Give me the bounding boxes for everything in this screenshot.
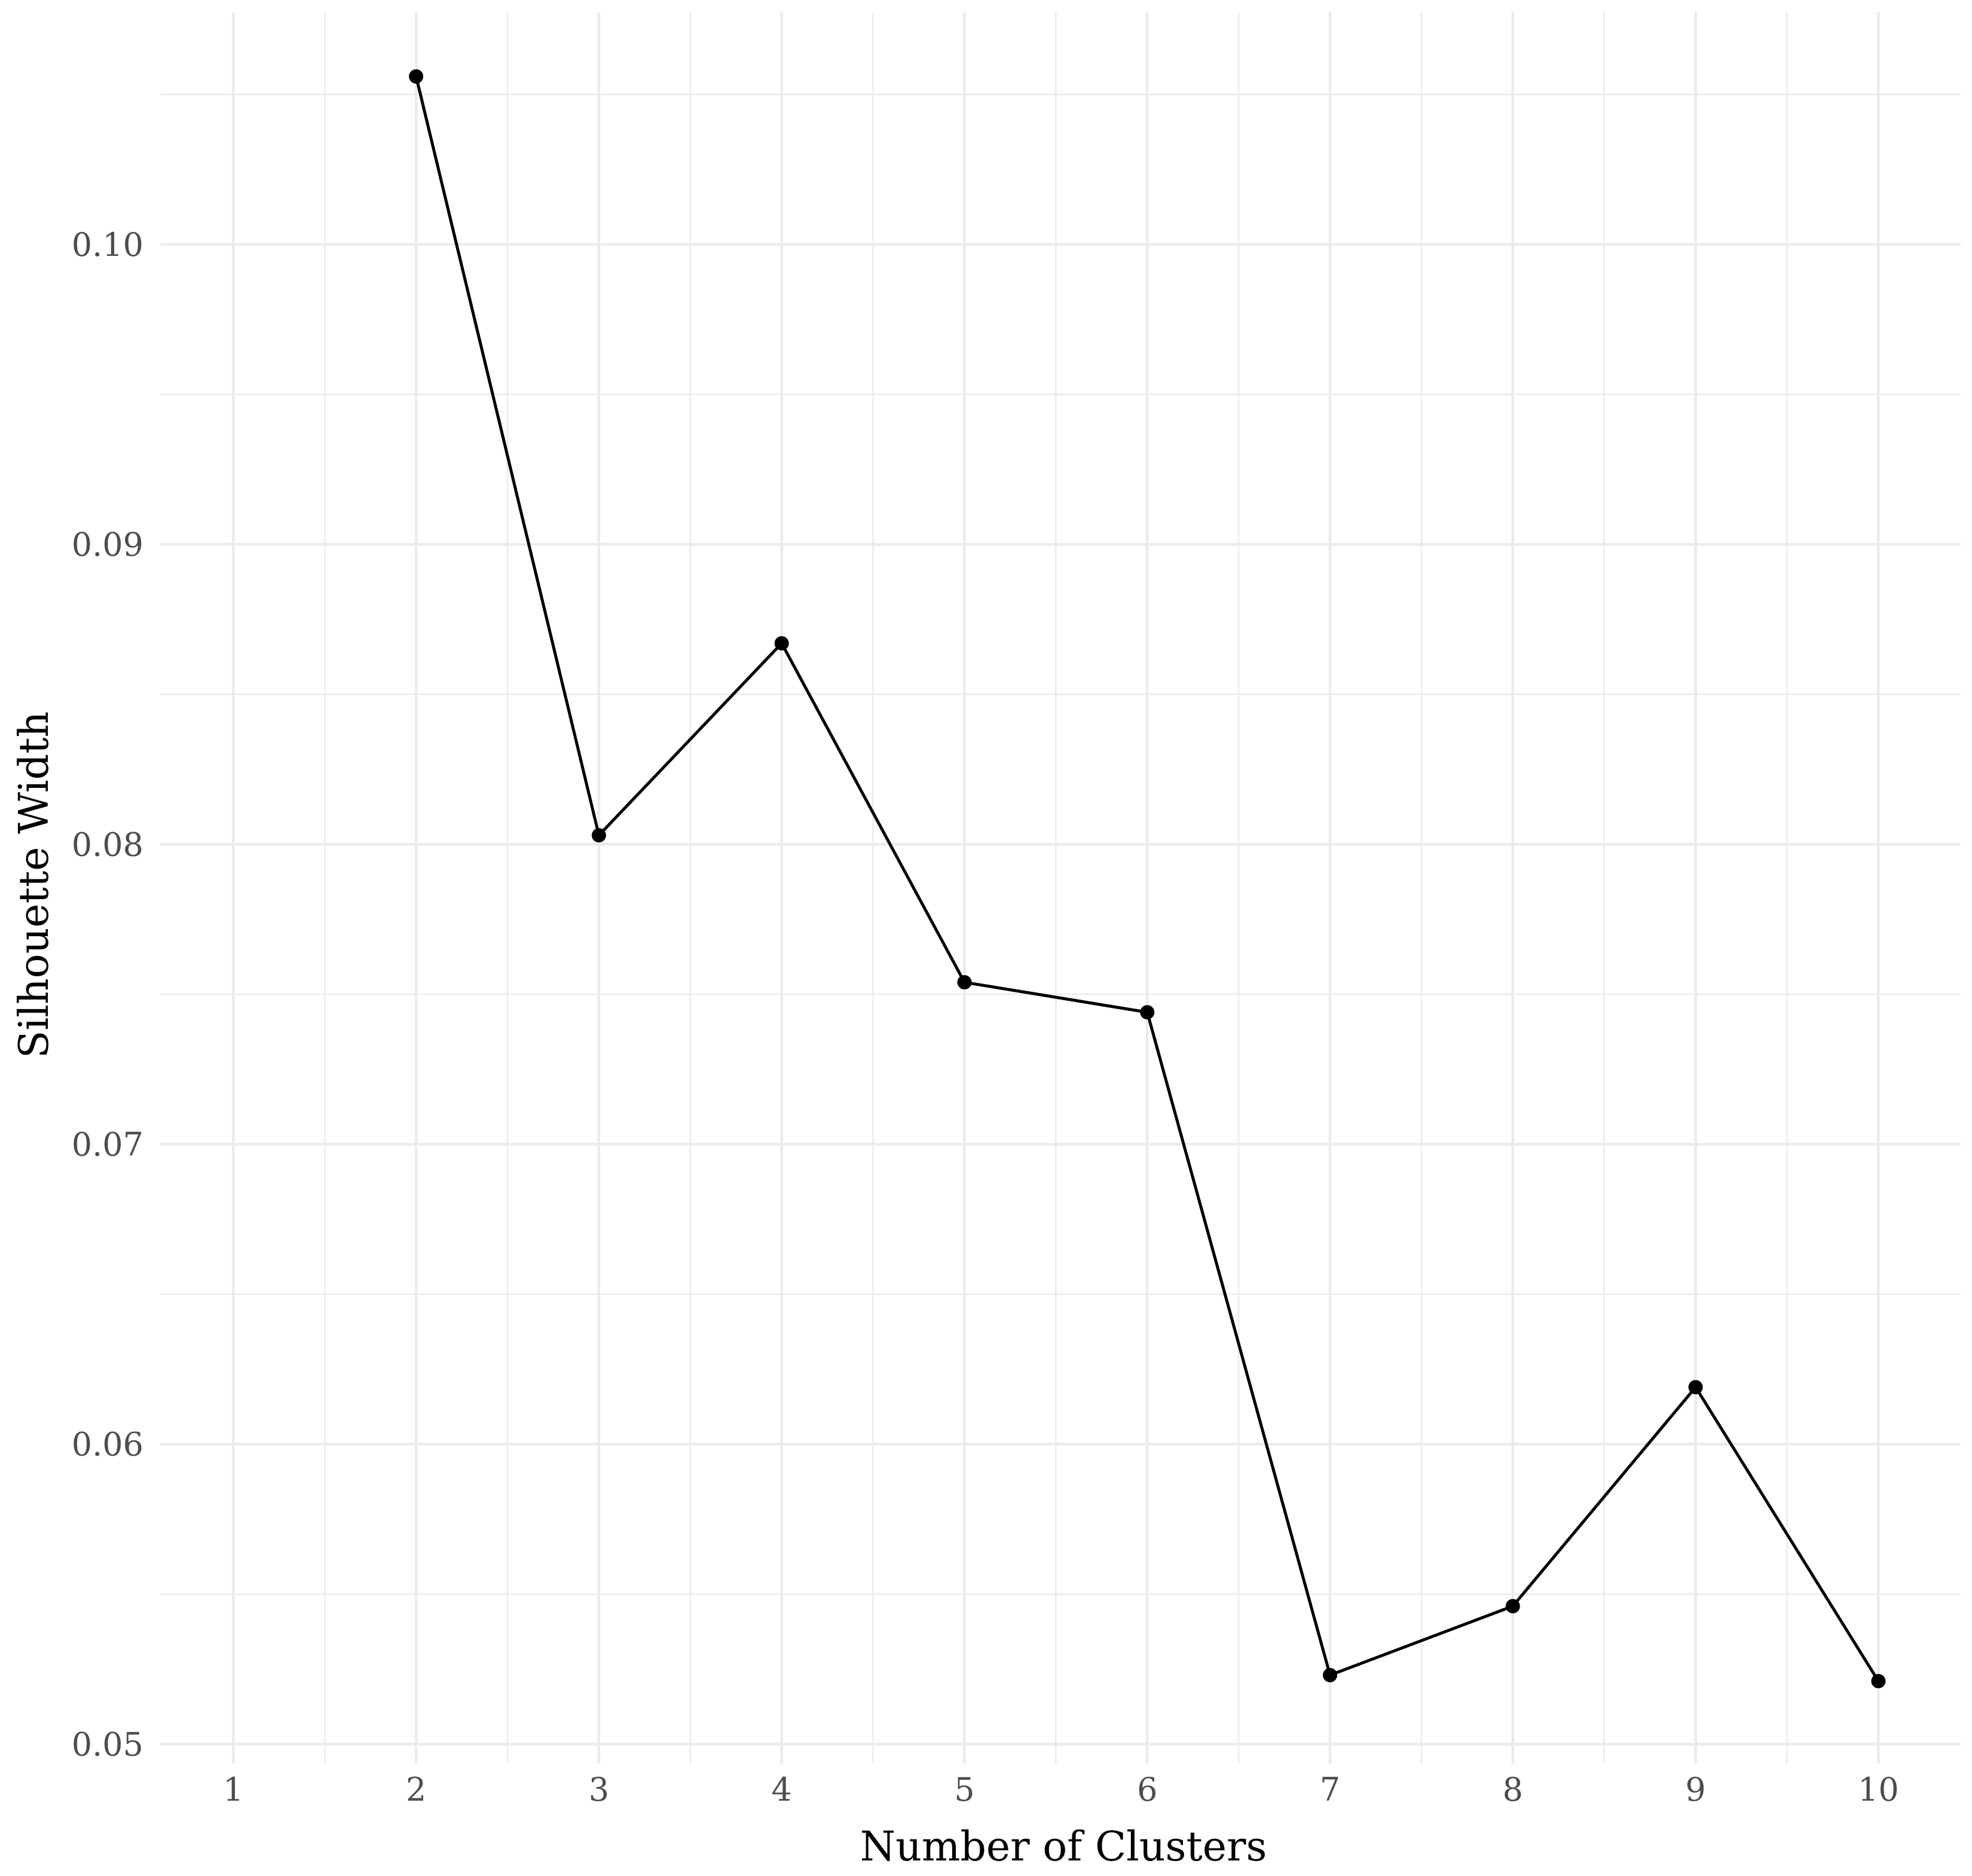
data-point <box>957 975 972 990</box>
y-tick-label: 0.09 <box>72 526 143 564</box>
y-axis-title: Silhouette Width <box>11 711 58 1058</box>
x-tick-label: 9 <box>1685 1771 1705 1808</box>
y-tick-label: 0.06 <box>72 1426 143 1463</box>
y-tick-label: 0.10 <box>72 226 143 264</box>
x-axis-ticks: 1 2 3 4 5 6 7 8 9 10 <box>223 1771 1899 1808</box>
grid <box>160 12 1961 1764</box>
data-point <box>409 69 424 84</box>
x-tick-label: 8 <box>1503 1771 1523 1808</box>
x-tick-label: 4 <box>771 1771 791 1808</box>
x-tick-label: 5 <box>954 1771 974 1808</box>
y-tick-label: 0.07 <box>72 1126 143 1163</box>
y-axis-ticks: 0.05 0.06 0.07 0.08 0.09 0.10 <box>72 226 143 1764</box>
x-tick-label: 3 <box>589 1771 609 1808</box>
data-point <box>774 636 789 651</box>
data-point <box>1323 1667 1338 1682</box>
data-point <box>1871 1674 1886 1689</box>
data-point <box>591 828 606 843</box>
x-axis-title: Number of Clusters <box>860 1823 1267 1871</box>
x-tick-label: 2 <box>406 1771 426 1808</box>
data-point <box>1505 1599 1520 1614</box>
x-tick-label: 10 <box>1858 1771 1899 1808</box>
x-tick-label: 1 <box>223 1771 243 1808</box>
series <box>409 69 1886 1689</box>
y-tick-label: 0.08 <box>72 826 143 863</box>
data-point <box>1688 1380 1703 1395</box>
x-tick-label: 7 <box>1320 1771 1340 1808</box>
y-tick-label: 0.05 <box>72 1725 143 1763</box>
data-point <box>1140 1005 1155 1020</box>
x-tick-label: 6 <box>1137 1771 1157 1808</box>
